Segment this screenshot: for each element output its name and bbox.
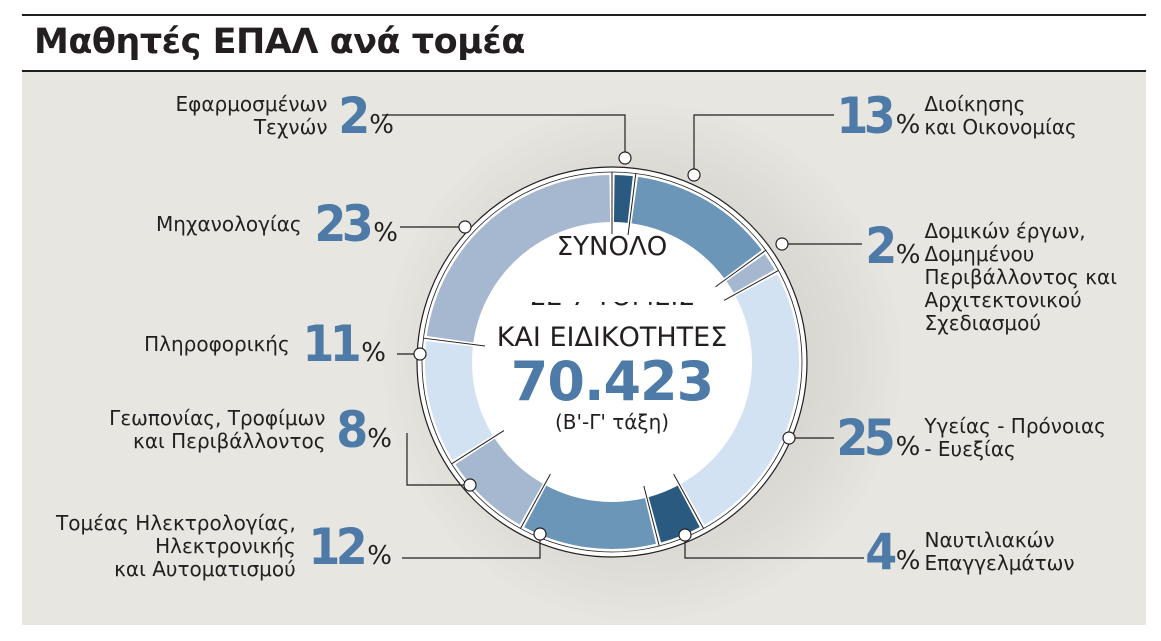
slice-separator (451, 424, 513, 465)
donut-chart (382, 114, 864, 559)
leader-dot (775, 237, 789, 251)
donut-slice (631, 176, 762, 279)
center-line1: ΣΥΝΟΛΟ (556, 232, 668, 262)
leader-line (402, 534, 541, 559)
center-note: (Β'-Γ' τάξη) (554, 410, 670, 434)
label-dioikisis: 13% Διοίκησης και Οικονομίας (834, 87, 1076, 145)
leader-line (382, 114, 626, 158)
title-top-rule (22, 14, 1146, 16)
slice-separator (707, 249, 767, 294)
label-mixanologias: Μηχανολογίας 23% (156, 195, 398, 253)
slice-separator (423, 337, 495, 348)
percent-value: 11% (302, 315, 386, 373)
percent-value: 25% (836, 409, 921, 467)
center-hidden-line: ΣΕ 7 ΤΟΜΕΙΣ (462, 302, 762, 312)
slice-separator (640, 476, 660, 547)
percent-value: 8% (336, 401, 392, 459)
leader-dot (458, 220, 472, 234)
donut-slice (613, 175, 633, 223)
title-bottom-rule (22, 70, 1146, 72)
slice-separator (626, 173, 637, 245)
leader-line (406, 433, 470, 486)
leader-dot (687, 168, 701, 182)
label-naftiliakon: 4% Ναυτιλιακών Επαγγελμάτων (865, 523, 1075, 581)
center-total-label: ΣΥΝΟΛΟ (512, 232, 712, 262)
label-pliroforikis: Πληροφορικής 11% (144, 315, 386, 373)
leader-dot (782, 431, 796, 445)
percent-value: 13% (836, 87, 921, 145)
donut-slice (524, 485, 656, 549)
chart-title: Μαθητές ΕΠΑΛ ανά τομέα (34, 22, 525, 62)
leader-dot (463, 478, 477, 492)
leader-dot (618, 151, 632, 165)
label-geoponias: Γεωπονίας, Τροφίμων και Περιβάλλοντος 8% (109, 401, 392, 459)
slice-separator (668, 465, 704, 529)
leader-dot (413, 347, 427, 361)
leader-line (684, 535, 864, 559)
percent-value: 2% (865, 217, 921, 275)
label-efarmosmenon-technon: Εφαρμοσμένων Τεχνών 2% (175, 87, 395, 145)
chart-panel: ΣΥΝΟΛΟ ΣΕ 7 ΤΟΜΕΙΣ ΚΑΙ ΕΙΔΙΚΟΤΗΤΕΣ 70.42… (22, 72, 1146, 625)
center-block: ΚΑΙ ΕΙΔΙΚΟΤΗΤΕΣ 70.423 (Β'-Γ' τάξη) (462, 322, 762, 434)
donut-slice (648, 485, 700, 543)
label-ygeias: 25% Υγείας - Πρόνοιας - Ευεξίας (834, 409, 1105, 467)
center-line3: ΚΑΙ ΕΙΔΙΚΟΤΗΤΕΣ (496, 322, 728, 353)
donut-slice (425, 341, 493, 460)
percent-value: 2% (338, 87, 394, 145)
center-total: 70.423 (510, 350, 714, 413)
donut-slice (455, 438, 543, 525)
slice-separator (520, 465, 556, 529)
donut-hole (484, 234, 740, 490)
leader-dot (533, 527, 547, 541)
donut-slice (681, 274, 799, 525)
percent-value: 12% (308, 517, 392, 576)
donut-slice (426, 175, 611, 343)
percent-value: 4% (865, 523, 921, 581)
leader-dot (678, 528, 692, 542)
leader-line (693, 114, 834, 175)
donut-slice (726, 254, 775, 293)
slice-separator (715, 270, 779, 306)
label-ilektrologias: Τομέας Ηλεκτρολογίας, Ηλεκτρονικής και Α… (56, 511, 392, 581)
percent-value: 23% (314, 195, 398, 253)
label-domikon-ergon: 2% Δομικών έργων, Δομημένου Περιβάλλοντο… (865, 217, 1117, 335)
